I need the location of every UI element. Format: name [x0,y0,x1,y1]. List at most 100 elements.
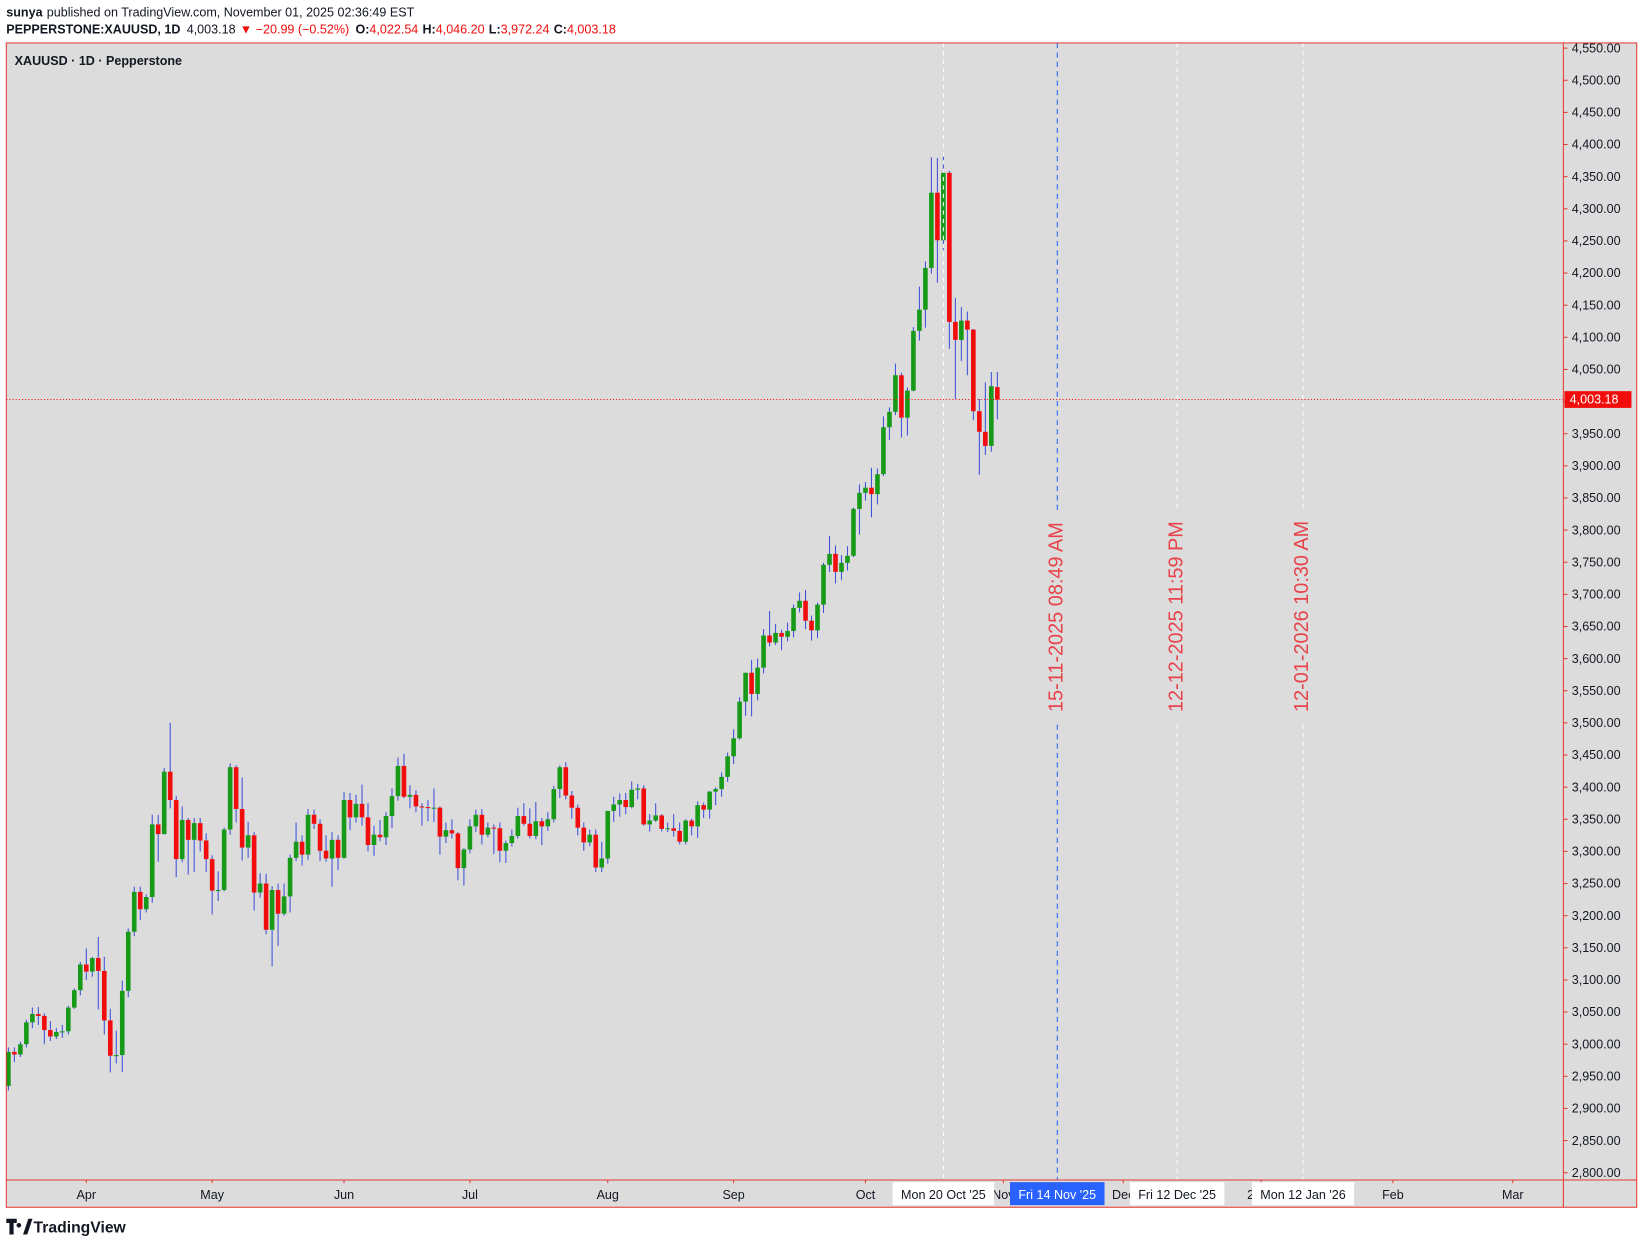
y-tick-label: 3,650.00 [1572,620,1621,634]
candle-body [107,1020,113,1056]
candle-body [48,1030,53,1037]
brand: TradingView [34,1219,127,1236]
y-tick-label: 3,300.00 [1572,845,1621,859]
y-tick-label: 3,250.00 [1572,877,1621,891]
candle-body [587,834,593,843]
author: sunya [6,6,43,20]
y-tick-label: 3,050.00 [1572,1005,1621,1019]
y-tick-label: 3,600.00 [1572,652,1621,666]
date-badge-label: Mon 12 Jan '26 [1260,1188,1345,1202]
o-value: 4,022.54 [369,23,418,37]
c-label: C: [554,23,567,37]
x-tick-label: Apr [77,1188,97,1202]
candle-body [839,562,844,572]
date-badge-bg [1251,1182,1355,1206]
candle-body [143,897,149,910]
candle-body [827,553,832,565]
candle-body [191,823,197,840]
date-badge: Mon 20 Oct '25 [892,1182,995,1206]
candle-body [137,891,143,910]
candle-body [923,267,928,310]
candle-body [761,635,766,668]
candle-body [42,1015,47,1031]
candle-body [677,830,682,842]
frame [5,42,1638,1208]
candle-body [281,896,287,914]
candle-body [527,823,533,836]
y-tick-label: 4,150.00 [1572,298,1621,312]
y-tick-label: 2,800.00 [1572,1166,1621,1180]
candle-body [785,630,790,637]
candle-body [6,1051,11,1086]
candle-body [221,829,227,890]
candle-body [72,990,77,1008]
candle-body [413,794,419,807]
candle-body [959,320,964,340]
candle-body [731,738,736,757]
drawing-note: 12-12-2025 11:59 PM [1165,521,1187,712]
y-tick-label: 4,450.00 [1572,106,1621,120]
y-tick-label: 4,550.00 [1572,41,1621,55]
y-tick-label: 3,350.00 [1572,812,1621,826]
candle-body [131,891,137,932]
logo: TradingView [6,1218,127,1236]
y-tick-label: 3,850.00 [1572,491,1621,505]
candle-body [149,824,155,898]
candle-body [293,841,299,858]
candle-body [599,858,605,868]
candle-body [947,172,952,322]
candle-body [269,889,275,930]
y-tick-label: 4,500.00 [1572,73,1621,87]
date-badge-label: Fri 12 Dec '25 [1138,1188,1216,1202]
chart-background [6,42,1637,1208]
candle-body [311,814,317,824]
candle-body [401,765,407,797]
candle-body [299,841,305,855]
candle-body [875,474,880,495]
candle-body [60,1031,65,1033]
candle-body [323,850,329,859]
candle-body [965,320,970,330]
candle-body [899,375,904,418]
candle-body [755,667,760,694]
candle-body [353,803,359,818]
candle-body [185,819,191,840]
candle-body [443,830,449,837]
candle-body [497,828,503,851]
candle-body [971,329,976,412]
last: 4,003.18 [187,23,236,37]
candle-body [449,830,455,834]
y-tick-label: 4,350.00 [1572,170,1621,184]
candle-body [821,564,826,605]
y-tick-label: 3,900.00 [1572,459,1621,473]
candle-body [167,771,173,800]
candle-body [155,824,161,835]
chart-title: XAUUSD · 1D · Pepperstone [15,54,182,68]
candle-body [251,835,257,893]
candle-body [545,819,551,827]
candle-body [719,776,724,790]
candle-body [635,788,641,790]
candle-body [359,803,365,818]
candle-body [917,309,922,331]
x-tick-label: Nov [992,1188,1015,1202]
candle-body [929,192,934,268]
c-value: 4,003.18 [567,23,616,37]
candle-body [36,1013,41,1016]
y-tick-label: 2,900.00 [1572,1102,1621,1116]
candle-body [551,789,557,820]
candle-body [893,375,898,412]
candle-body [623,799,629,808]
y-tick-label: 3,450.00 [1572,748,1621,762]
date-badge: Mon 12 Jan '26 [1251,1182,1355,1206]
candle-body [725,756,730,777]
candle-body [179,819,185,860]
candle-body [389,796,395,817]
candle-body [275,889,281,914]
candle-body [101,970,107,1021]
candle-body [983,431,988,446]
candle-body [809,620,814,631]
y-tick-label: 3,800.00 [1572,523,1621,537]
candle-body [695,805,700,827]
